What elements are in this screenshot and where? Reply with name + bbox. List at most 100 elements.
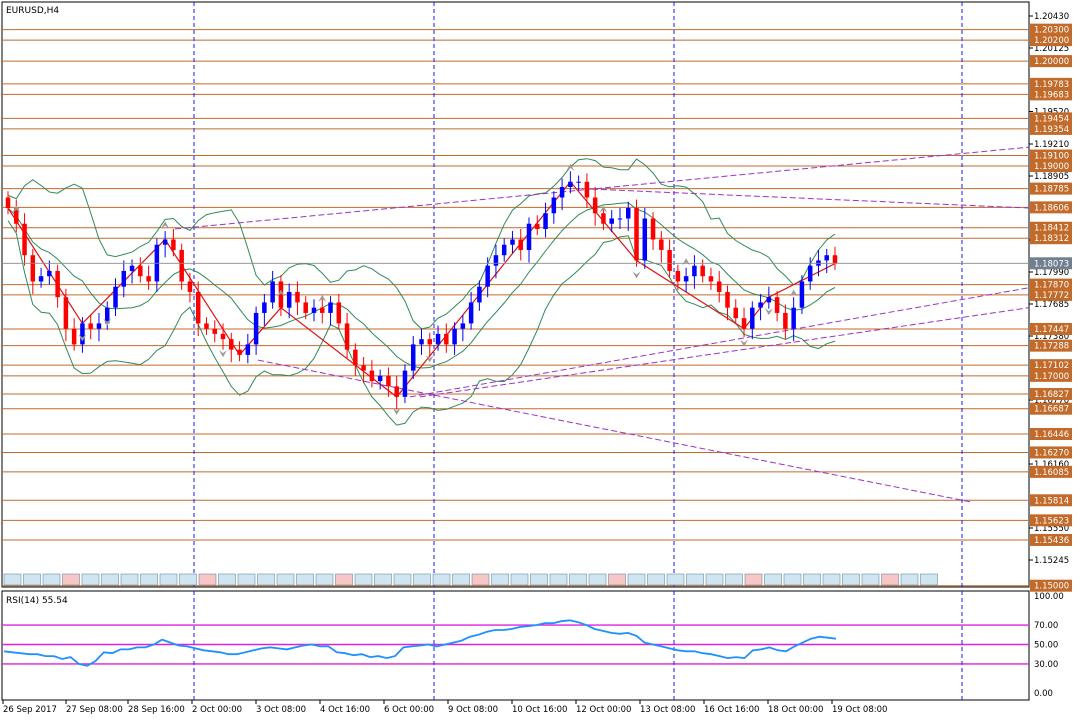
level-label-box-16	[1030, 339, 1072, 352]
fractal-arrow-1	[78, 334, 87, 342]
date-label-12: 18 Oct 00:00	[768, 705, 823, 715]
event-box-46	[900, 573, 919, 586]
event-box-44	[861, 573, 880, 586]
level-label-16: 1.17288	[1034, 342, 1069, 352]
fractal-arrow-2	[103, 318, 112, 326]
price-tick-8: 1.17380	[1034, 332, 1069, 342]
level-label-20: 1.16687	[1034, 405, 1069, 415]
event-box-41	[803, 573, 821, 586]
event-box-16	[315, 573, 334, 586]
event-box-4	[81, 573, 100, 586]
candle-body-89	[741, 318, 747, 329]
event-box-36	[705, 573, 724, 586]
candle-body-62	[518, 239, 523, 250]
level-label-24: 1.15814	[1034, 496, 1069, 506]
event-box-43	[842, 573, 860, 586]
candle-body-93	[774, 297, 780, 313]
level-label-6: 1.19354	[1034, 125, 1069, 135]
event-box-20	[393, 573, 412, 586]
candle-body-31	[262, 302, 267, 313]
candle-body-46	[386, 375, 391, 387]
candle-body-14	[121, 270, 127, 287]
event-time-strip	[3, 573, 938, 586]
candle-body-22	[187, 281, 193, 292]
price-tick-12: 1.15245	[1034, 556, 1069, 566]
candle-body-69	[576, 181, 581, 183]
candle-body-78	[650, 218, 656, 240]
trend-line-1	[591, 188, 1030, 209]
candle-body-0	[5, 197, 11, 208]
candle-body-54	[452, 328, 457, 345]
date-label-1: 27 Sep 08:00	[66, 705, 123, 715]
level-label-box-6	[1030, 122, 1072, 135]
event-box-30	[588, 573, 607, 586]
event-box-18	[354, 573, 373, 586]
candle-body-51	[427, 339, 433, 345]
candle-body-96	[799, 281, 805, 308]
candle-body-68	[568, 181, 573, 188]
level-label-box-21	[1030, 427, 1072, 440]
fractal-arrow-11	[632, 271, 641, 279]
fractal-arrow-14	[764, 308, 773, 316]
candle-body-42	[353, 349, 358, 366]
current-price-text: 1.18073	[1034, 259, 1069, 269]
level-label-1: 1.20200	[1034, 36, 1069, 46]
level-label-26: 1.15436	[1034, 536, 1069, 546]
event-box-42	[822, 573, 841, 586]
candle-body-90	[750, 307, 755, 329]
candle-body-92	[766, 297, 772, 303]
candle-body-32	[270, 281, 275, 303]
candle-body-64	[535, 223, 540, 229]
candle-body-6	[55, 270, 60, 298]
level-label-box-20	[1030, 402, 1072, 415]
level-label-box-19	[1030, 388, 1072, 401]
level-label-box-5	[1030, 112, 1072, 125]
level-label-15: 1.17447	[1034, 325, 1069, 335]
level-label-box-0	[1030, 23, 1072, 36]
candle-body-24	[204, 323, 209, 329]
level-label-18: 1.17000	[1034, 372, 1069, 382]
event-box-31	[608, 573, 626, 586]
candle-body-2	[22, 223, 27, 256]
event-box-7	[140, 573, 158, 586]
event-box-29	[569, 573, 587, 586]
level-label-7: 1.19100	[1034, 152, 1069, 162]
candle-body-95	[791, 307, 796, 329]
event-box-28	[549, 573, 568, 586]
level-label-box-22	[1030, 446, 1072, 459]
candle-body-65	[543, 213, 548, 229]
candle-body-61	[510, 239, 515, 245]
candle-body-63	[526, 223, 532, 250]
price-tick-9: 1.16770	[1034, 396, 1069, 406]
event-box-12	[237, 573, 256, 586]
candle-body-29	[245, 344, 251, 355]
level-label-25: 1.15623	[1034, 516, 1069, 526]
level-label-box-10	[1030, 201, 1072, 214]
candle-body-91	[758, 302, 763, 308]
level-label-21: 1.16446	[1034, 430, 1069, 440]
level-label-13: 1.17870	[1034, 281, 1069, 291]
level-label-box-7	[1030, 149, 1072, 162]
event-box-15	[296, 573, 314, 586]
event-box-2	[42, 573, 61, 586]
candle-body-99	[824, 255, 829, 261]
level-label-2: 1.20000	[1034, 57, 1069, 67]
fractal-arrow-4	[219, 350, 228, 358]
trend-line-3	[409, 287, 1030, 398]
candle-body-56	[468, 302, 474, 324]
event-box-1	[23, 573, 41, 586]
trend-lines	[174, 146, 1030, 503]
trend-line-0	[174, 146, 1030, 230]
candle-body-9	[80, 323, 85, 345]
candle-body-79	[659, 239, 664, 250]
time-axis: 26 Sep 2017 27 Sep 08:00 28 Sep 16:00 2 Oct…	[2, 700, 887, 715]
date-label-7: 9 Oct 08:00	[448, 705, 498, 715]
candle-body-82	[683, 276, 689, 282]
event-box-39	[764, 573, 782, 586]
candle-body-3	[30, 255, 36, 282]
candle-body-27	[229, 339, 234, 350]
trend-line-4	[419, 307, 1030, 398]
level-label-5: 1.19454	[1034, 114, 1069, 124]
